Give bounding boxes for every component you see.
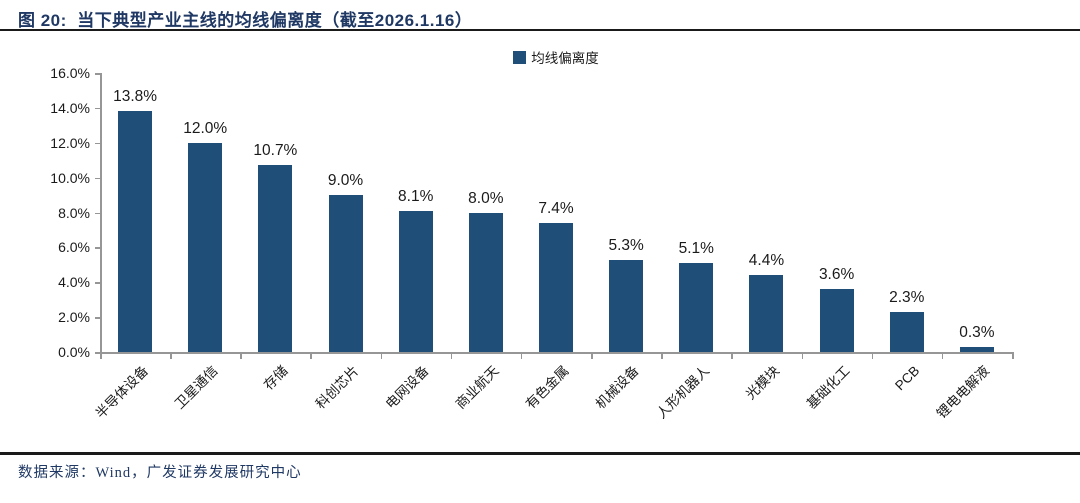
x-axis-tick — [170, 353, 172, 359]
x-category-label: 锂电电解液 — [934, 363, 993, 422]
y-axis-tick — [95, 107, 100, 110]
y-axis-tick — [95, 247, 100, 249]
x-category-label: 基础化工 — [803, 363, 853, 412]
bar-value-label: 5.1% — [678, 240, 714, 258]
y-axis-tick — [95, 282, 100, 284]
x-axis-tick — [661, 353, 663, 359]
x-category-label: 有色金属 — [522, 363, 572, 412]
y-axis-tick — [95, 317, 100, 319]
bar-value-label: 4.4% — [748, 252, 785, 270]
x-category-label: 卫星通信 — [172, 363, 221, 412]
x-axis-tick — [450, 353, 453, 359]
x-axis-tick — [731, 353, 733, 359]
bar — [328, 195, 363, 352]
bar-value-label: 0.3% — [959, 323, 995, 341]
x-axis-line — [100, 352, 1014, 354]
x-category-label: 电网设备 — [382, 363, 432, 412]
y-tick-label: 14.0% — [50, 99, 90, 116]
y-axis-line — [100, 73, 102, 352]
x-axis-tick — [801, 353, 804, 359]
y-axis-tick — [95, 142, 100, 145]
x-axis-tick — [100, 353, 102, 359]
footer-divider — [0, 452, 1080, 455]
bar — [468, 212, 503, 352]
y-tick-label: 2.0% — [58, 309, 90, 326]
x-axis-tick — [1012, 353, 1014, 359]
bar-value-label: 12.0% — [183, 119, 228, 137]
legend-swatch-icon — [513, 50, 527, 64]
bar — [609, 259, 644, 352]
y-axis-tick — [95, 73, 100, 75]
bar-value-label: 9.0% — [327, 172, 364, 190]
y-tick-label: 6.0% — [58, 239, 90, 256]
x-category-label: 半导体设备 — [92, 363, 151, 422]
bar — [539, 222, 573, 352]
bar-value-label: 7.4% — [538, 199, 574, 217]
bar-value-label: 10.7% — [253, 142, 298, 160]
y-tick-label: 12.0% — [50, 134, 90, 151]
chart-legend: 均线偏离度 — [100, 47, 1012, 67]
y-tick-label: 0.0% — [58, 344, 90, 360]
y-axis-tick — [95, 177, 100, 180]
bar — [819, 289, 854, 352]
x-axis-tick — [380, 353, 383, 359]
y-axis-tick — [95, 212, 100, 214]
bar — [959, 346, 994, 352]
x-axis-tick — [871, 353, 874, 359]
x-axis-tick — [240, 353, 242, 359]
bar-value-label: 2.3% — [889, 288, 925, 306]
legend-label: 均线偏离度 — [531, 51, 599, 66]
bar — [188, 142, 223, 352]
bar — [118, 111, 153, 352]
y-tick-label: 10.0% — [50, 169, 90, 186]
figure-title: 图 20: 当下典型产业主线的均线偏离度（截至2026.1.16） — [18, 11, 473, 30]
x-category-label: 商业航天 — [452, 363, 502, 412]
x-category-label: 机械设备 — [592, 363, 642, 412]
x-axis-tick — [941, 353, 944, 359]
bar — [398, 210, 433, 352]
x-category-label: 光模块 — [742, 363, 783, 403]
x-category-label: 科创芯片 — [312, 363, 362, 412]
y-tick-label: 16.0% — [50, 65, 90, 81]
y-tick-label: 4.0% — [58, 274, 90, 291]
bar-value-label: 5.3% — [608, 236, 644, 254]
title-divider — [0, 29, 1080, 31]
bar — [258, 165, 293, 352]
y-tick-label: 8.0% — [58, 204, 90, 221]
bar-value-label: 8.0% — [468, 189, 504, 207]
x-category-label: 人形机器人 — [653, 363, 712, 422]
x-axis-tick — [591, 353, 593, 359]
bar-value-label: 3.6% — [818, 266, 855, 284]
x-category-label: 存储 — [261, 363, 291, 393]
x-axis-tick — [310, 353, 312, 359]
bar-value-label: 8.1% — [398, 187, 434, 205]
x-axis-tick — [520, 353, 523, 359]
bar — [679, 263, 714, 352]
y-axis-tick — [95, 352, 100, 354]
data-source: 数据来源：Wind，广发证券发展研究中心 — [18, 465, 302, 481]
bar-value-label: 13.8% — [113, 88, 158, 106]
x-category-label: PCB — [892, 363, 923, 394]
bar — [889, 311, 924, 352]
bar — [749, 275, 784, 352]
